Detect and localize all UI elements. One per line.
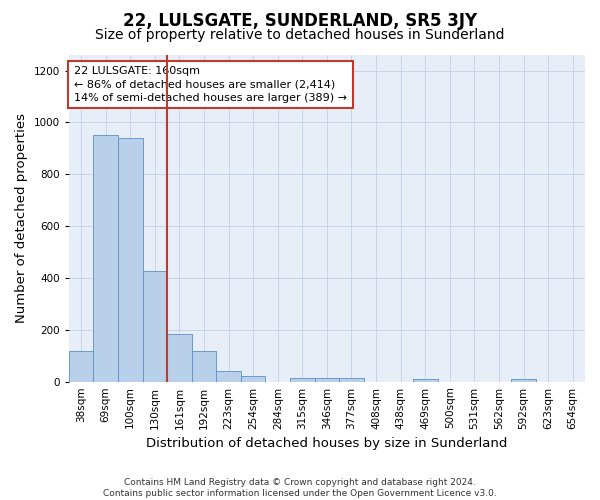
Text: Size of property relative to detached houses in Sunderland: Size of property relative to detached ho…: [95, 28, 505, 42]
Bar: [241, 376, 265, 382]
X-axis label: Distribution of detached houses by size in Sunderland: Distribution of detached houses by size …: [146, 437, 508, 450]
Bar: [314, 378, 339, 382]
Bar: [290, 378, 314, 382]
Bar: [94, 136, 118, 382]
Bar: [511, 379, 536, 382]
Bar: [413, 379, 437, 382]
Bar: [69, 350, 94, 382]
Bar: [118, 138, 143, 382]
Bar: [167, 334, 192, 382]
Y-axis label: Number of detached properties: Number of detached properties: [15, 114, 28, 324]
Text: Contains HM Land Registry data © Crown copyright and database right 2024.
Contai: Contains HM Land Registry data © Crown c…: [103, 478, 497, 498]
Text: 22, LULSGATE, SUNDERLAND, SR5 3JY: 22, LULSGATE, SUNDERLAND, SR5 3JY: [123, 12, 477, 30]
Bar: [339, 378, 364, 382]
Bar: [217, 370, 241, 382]
Text: 22 LULSGATE: 160sqm
← 86% of detached houses are smaller (2,414)
14% of semi-det: 22 LULSGATE: 160sqm ← 86% of detached ho…: [74, 66, 347, 103]
Bar: [143, 272, 167, 382]
Bar: [192, 350, 217, 382]
